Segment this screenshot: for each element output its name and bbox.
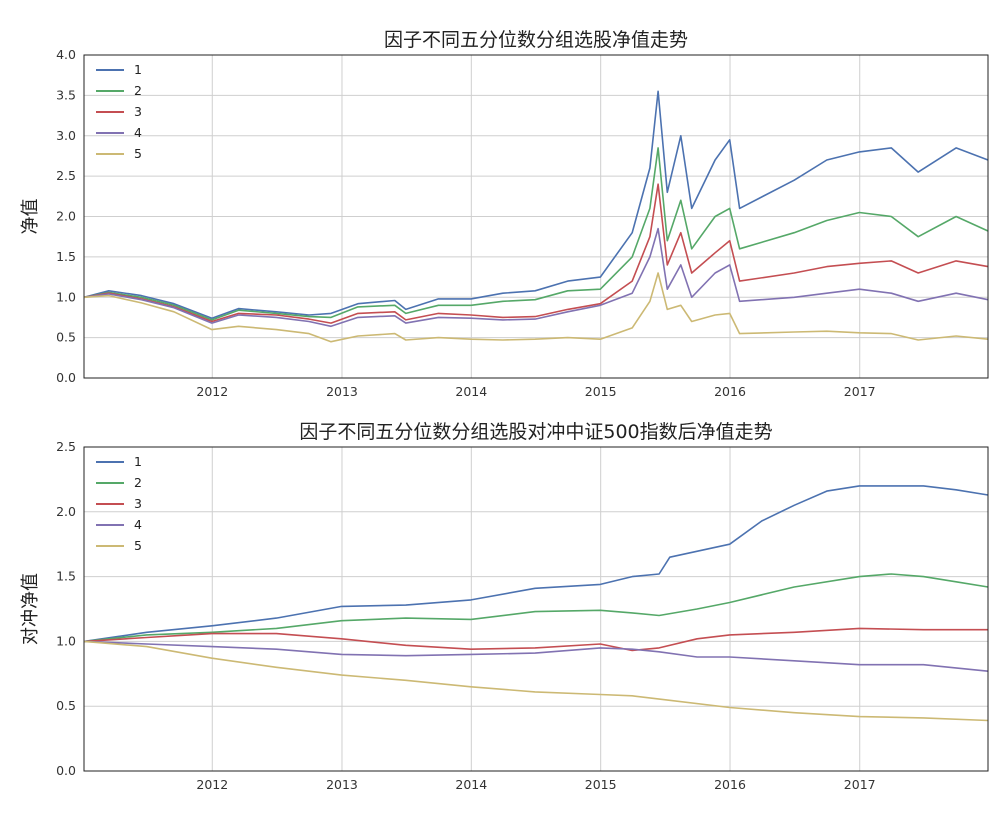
- y-tick-label: 1.5: [56, 569, 76, 584]
- plot-frame: [83, 446, 989, 772]
- legend-label: 1: [134, 62, 142, 77]
- y-tick-label: 4.0: [56, 47, 76, 62]
- chart-title: 因子不同五分位数分组选股对冲中证500指数后净值走势: [299, 421, 772, 443]
- x-tick-label: 2017: [844, 384, 876, 399]
- legend-label: 2: [134, 83, 142, 98]
- legend-label: 3: [134, 496, 142, 511]
- series-line-5: [83, 272, 989, 343]
- series-line-4: [83, 227, 989, 328]
- legend-label: 2: [134, 475, 142, 490]
- y-tick-label: 1.5: [56, 249, 76, 264]
- x-tick-label: 2012: [196, 777, 228, 792]
- y-tick-label: 1.0: [56, 289, 76, 304]
- series-line-1: [83, 485, 989, 643]
- legend-label: 3: [134, 104, 142, 119]
- legend: 1 2 3 4 5: [96, 454, 142, 553]
- series-line-5: [83, 640, 989, 722]
- x-tick-label: 2013: [326, 384, 358, 399]
- y-tick-label: 2.0: [56, 209, 76, 224]
- legend-label: 4: [134, 517, 142, 532]
- legend-label: 5: [134, 146, 142, 161]
- x-tick-label: 2013: [326, 777, 358, 792]
- series-line-2: [83, 147, 989, 321]
- legend: 1 2 3 4 5: [96, 62, 142, 161]
- x-tick-label: 2015: [585, 777, 617, 792]
- y-tick-label: 2.0: [56, 504, 76, 519]
- y-tick-label: 1.0: [56, 633, 76, 648]
- x-tick-label: 2014: [455, 777, 487, 792]
- x-tick-label: 2016: [714, 384, 746, 399]
- y-tick-label: 0.5: [56, 698, 76, 713]
- legend-label: 1: [134, 454, 142, 469]
- y-tick-label: 2.5: [56, 168, 76, 183]
- x-tick-label: 2014: [455, 384, 487, 399]
- y-tick-label: 0.0: [56, 370, 76, 385]
- series-line-2: [83, 573, 989, 643]
- series-line-3: [83, 183, 989, 324]
- y-axis-label: 对冲净值: [20, 573, 41, 645]
- x-tick-label: 2015: [585, 384, 617, 399]
- series-line-3: [83, 627, 988, 652]
- x-tick-label: 2017: [844, 777, 876, 792]
- chart-title: 因子不同五分位数分组选股净值走势: [384, 29, 688, 51]
- legend-label: 4: [134, 125, 142, 140]
- series-line-4: [83, 640, 989, 672]
- x-tick-label: 2016: [714, 777, 746, 792]
- y-tick-label: 3.0: [56, 128, 76, 143]
- y-tick-label: 3.5: [56, 87, 76, 102]
- y-tick-label: 0.0: [56, 763, 76, 778]
- series-line-1: [83, 90, 989, 319]
- legend-label: 5: [134, 538, 142, 553]
- plot-frame: [83, 54, 989, 379]
- y-axis-label: 净值: [20, 199, 41, 235]
- y-tick-label: 0.5: [56, 330, 76, 345]
- x-tick-label: 2012: [196, 384, 228, 399]
- y-tick-label: 2.5: [56, 439, 76, 454]
